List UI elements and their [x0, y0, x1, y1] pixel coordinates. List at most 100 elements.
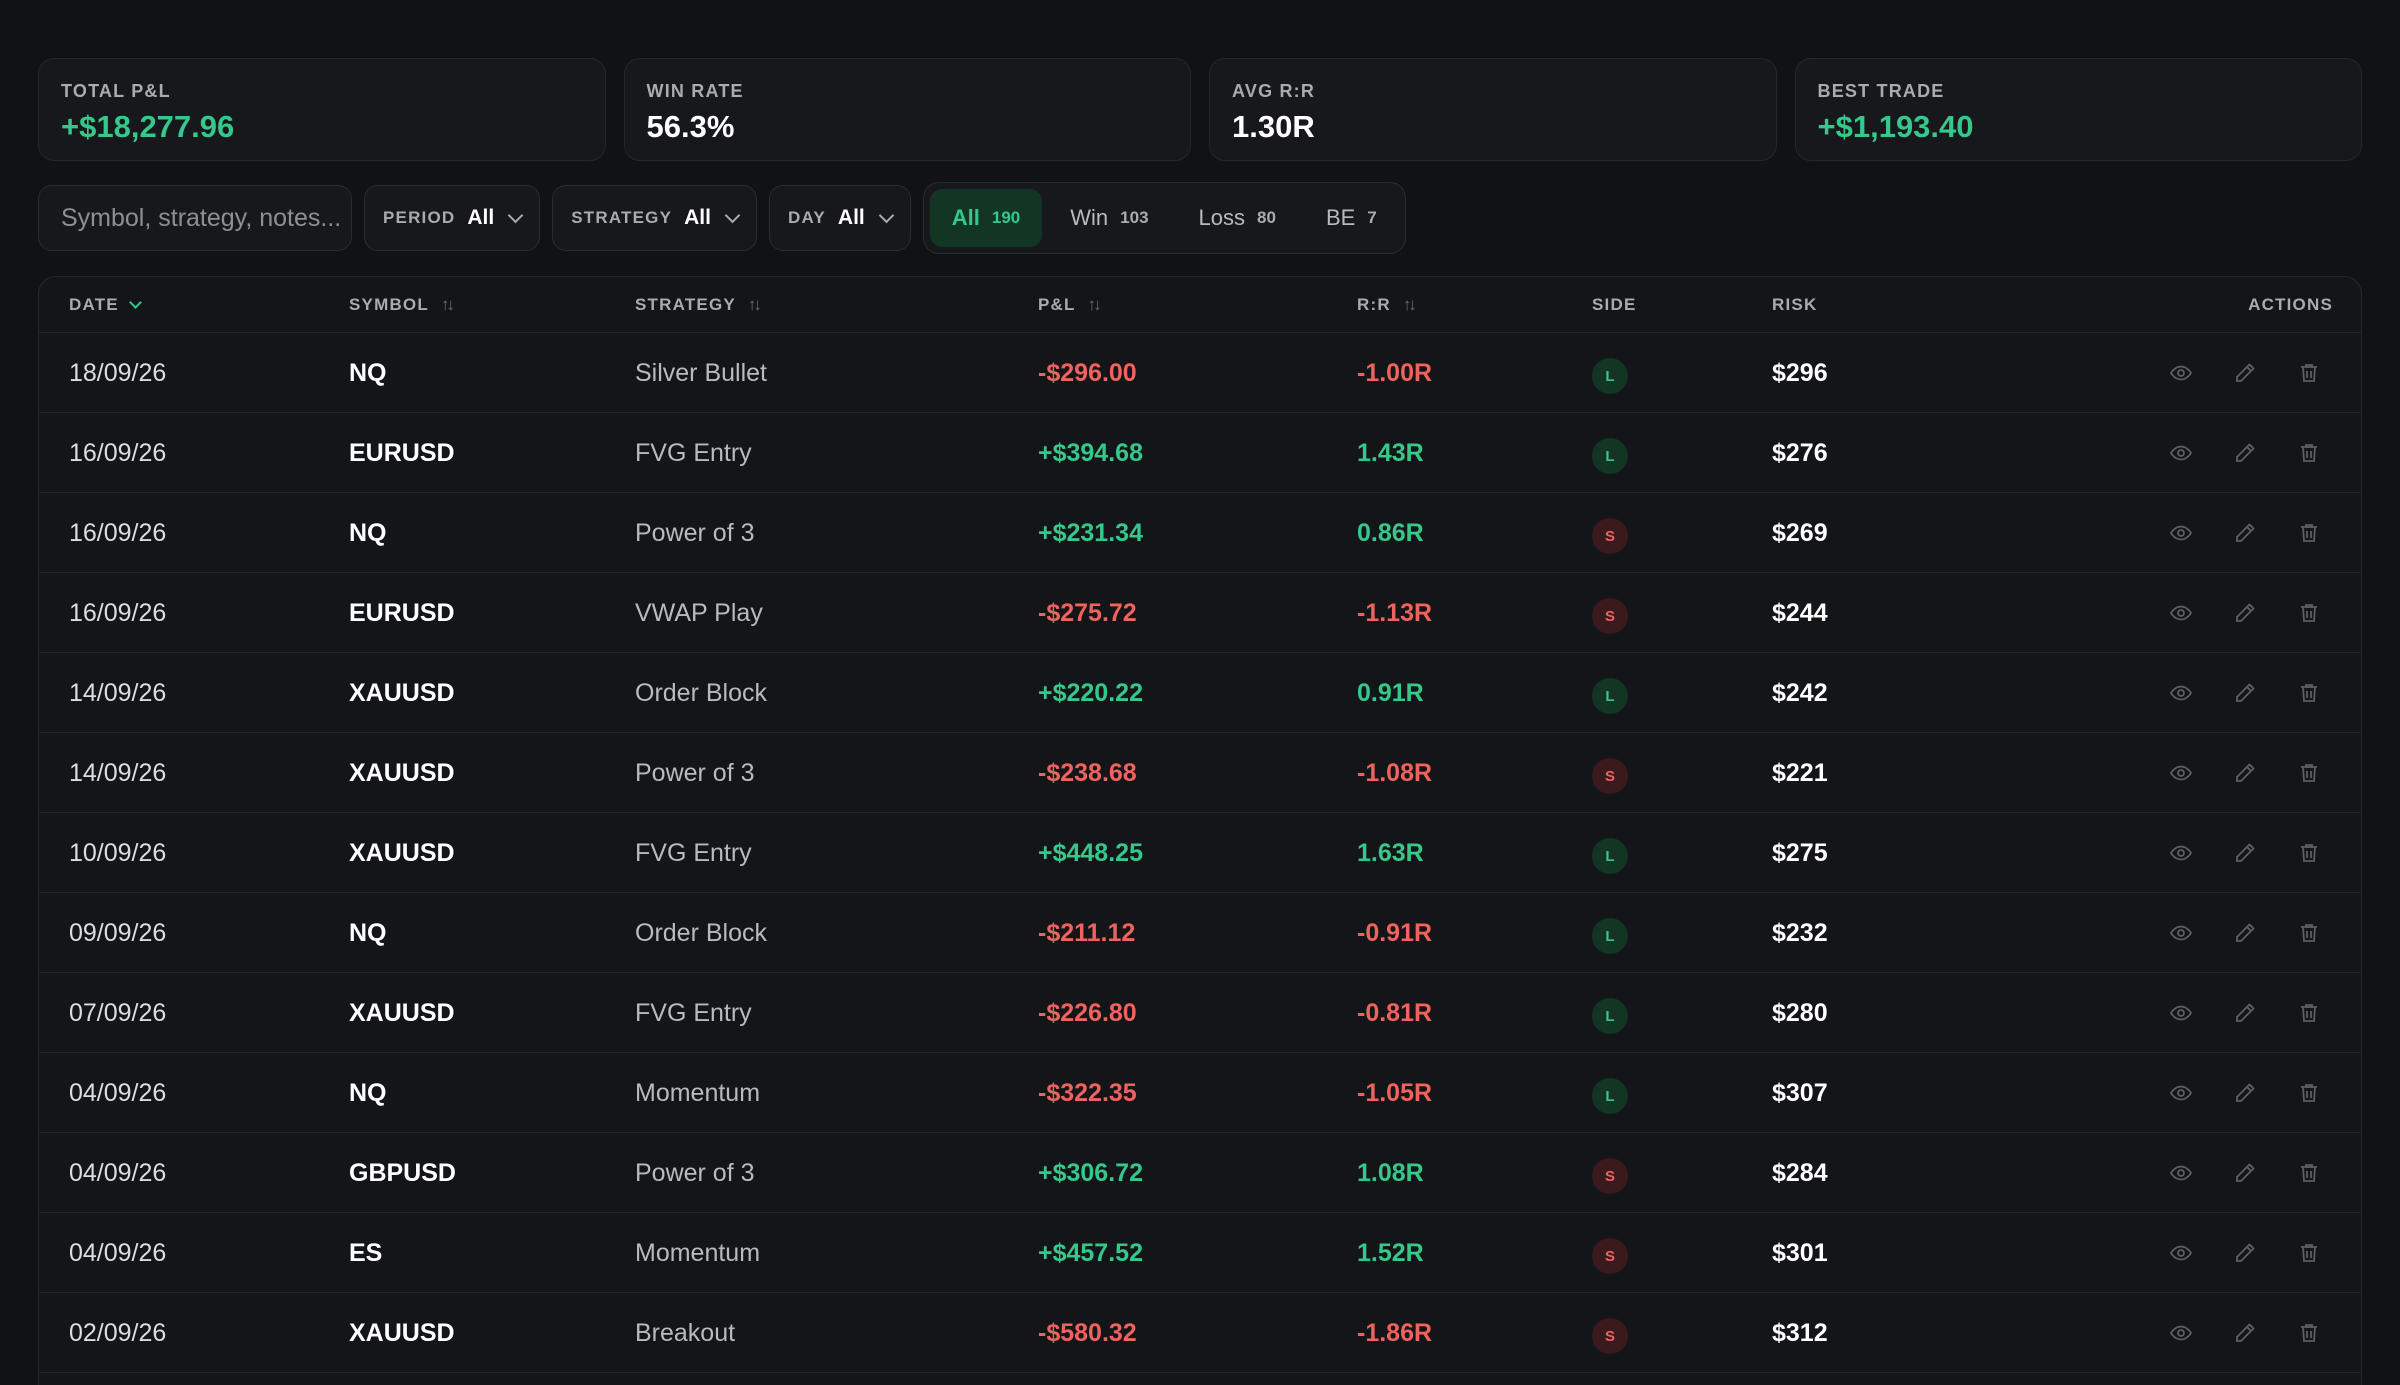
pencil-icon[interactable] — [2233, 521, 2257, 545]
pencil-icon[interactable] — [2233, 761, 2257, 785]
strategy-dropdown[interactable]: STRATEGY All — [552, 185, 757, 251]
pencil-icon[interactable] — [2233, 441, 2257, 465]
period-dropdown[interactable]: PERIOD All — [364, 185, 541, 251]
eye-icon[interactable] — [2169, 921, 2193, 945]
trash-icon[interactable] — [2297, 921, 2321, 945]
cell-date: 04/09/26 — [69, 1238, 167, 1267]
header-actions-label: ACTIONS — [2248, 294, 2333, 314]
eye-icon[interactable] — [2169, 521, 2193, 545]
pencil-icon[interactable] — [2233, 1321, 2257, 1345]
trash-icon[interactable] — [2297, 601, 2321, 625]
outcome-all-tab[interactable]: All 190 — [929, 189, 1043, 247]
cell-pnl: +$457.52 — [1038, 1238, 1143, 1267]
trash-icon[interactable] — [2297, 521, 2321, 545]
cell-pnl: -$322.35 — [1038, 1078, 1137, 1107]
cell-rr: -1.00R — [1357, 358, 1433, 387]
cell-symbol: GBPUSD — [349, 1158, 456, 1187]
chevron-down-icon — [724, 207, 741, 223]
cell-strategy: FVG Entry — [635, 998, 752, 1027]
table-row[interactable]: 04/09/26 GBPUSD Power of 3 +$306.72 1.08R S $2… — [39, 1133, 2361, 1213]
eye-icon[interactable] — [2169, 1241, 2193, 1265]
pencil-icon[interactable] — [2233, 361, 2257, 385]
header-risk: RISK — [1772, 295, 1817, 315]
pencil-icon[interactable] — [2233, 1161, 2257, 1185]
chevron-down-icon — [878, 207, 895, 223]
table-row[interactable]: 02/09/26 XAUUSD Breakout -$580.32 -1.86R S $31… — [39, 1293, 2361, 1373]
pencil-icon[interactable] — [2233, 1081, 2257, 1105]
table-row[interactable]: 16/09/26 NQ Power of 3 +$231.34 0.86R S $269 — [39, 493, 2361, 573]
cell-risk: $312 — [1772, 1318, 1828, 1347]
eye-icon[interactable] — [2169, 441, 2193, 465]
day-label: DAY — [787, 208, 826, 227]
trash-icon[interactable] — [2297, 1241, 2321, 1265]
table-row[interactable]: 16/09/26 EURUSD FVG Entry +$394.68 1.43R L $27… — [39, 413, 2361, 493]
filter-bar: Symbol, strategy, notes... PERIOD All ST… — [38, 182, 1406, 254]
cell-side: L — [1592, 973, 1628, 1053]
table-row[interactable]: 09/09/26 NQ Order Block -$211.12 -0.91R L $232 — [39, 893, 2361, 973]
trash-icon[interactable] — [2297, 361, 2321, 385]
eye-icon[interactable] — [2169, 681, 2193, 705]
table-row[interactable]: 10/09/26 XAUUSD FVG Entry +$448.25 1.63R L $27… — [39, 813, 2361, 893]
trash-icon[interactable] — [2297, 1321, 2321, 1345]
cell-actions — [2169, 333, 2321, 413]
cell-pnl: -$580.32 — [1038, 1318, 1137, 1347]
day-dropdown[interactable]: DAY All — [768, 185, 911, 251]
header-pnl[interactable]: P&L ↑↓ — [1038, 294, 1102, 315]
pencil-icon[interactable] — [2233, 681, 2257, 705]
side-badge: S — [1592, 1158, 1628, 1194]
pencil-icon[interactable] — [2233, 841, 2257, 865]
sort-icon: ↑↓ — [1087, 294, 1102, 314]
eye-icon[interactable] — [2169, 761, 2193, 785]
table-row[interactable]: 14/09/26 XAUUSD Order Block +$220.22 0.91R L $… — [39, 653, 2361, 733]
cell-actions — [2169, 413, 2321, 493]
pencil-icon[interactable] — [2233, 601, 2257, 625]
cell-pnl: -$275.72 — [1038, 598, 1137, 627]
side-badge: S — [1592, 1238, 1628, 1274]
outcome-label: All — [951, 205, 980, 230]
eye-icon[interactable] — [2169, 1321, 2193, 1345]
pencil-icon[interactable] — [2233, 1001, 2257, 1025]
header-date[interactable]: DATE — [69, 295, 142, 315]
trash-icon[interactable] — [2297, 841, 2321, 865]
cell-rr: 0.91R — [1357, 678, 1424, 707]
stat-card-best-trade: BEST TRADE +$1,193.40 — [1794, 58, 2362, 161]
trash-icon[interactable] — [2297, 1081, 2321, 1105]
header-symbol[interactable]: SYMBOL ↑↓ — [349, 295, 455, 315]
side-badge: L — [1592, 918, 1628, 954]
table-row[interactable]: 18/09/26 NQ Silver Bullet -$296.00 -1.00R L $2… — [39, 333, 2361, 413]
table-row[interactable]: 16/09/26 EURUSD VWAP Play -$275.72 -1.13R S $2… — [39, 573, 2361, 653]
eye-icon[interactable] — [2169, 1161, 2193, 1185]
cell-risk: $232 — [1772, 918, 1828, 947]
cell-rr: -1.13R — [1357, 598, 1433, 627]
cell-strategy: Silver Bullet — [635, 358, 767, 387]
trash-icon[interactable] — [2297, 761, 2321, 785]
table-row[interactable]: 14/09/26 XAUUSD Power of 3 -$238.68 -1.08R S $… — [39, 733, 2361, 813]
outcome-count: 7 — [1367, 208, 1377, 227]
trash-icon[interactable] — [2297, 681, 2321, 705]
header-rr[interactable]: R:R ↑↓ — [1357, 295, 1417, 315]
pencil-icon[interactable] — [2233, 1241, 2257, 1265]
eye-icon[interactable] — [2169, 361, 2193, 385]
table-row[interactable]: 07/09/26 XAUUSD FVG Entry -$226.80 -0.81R L $2… — [39, 973, 2361, 1053]
eye-icon[interactable] — [2169, 1081, 2193, 1105]
eye-icon[interactable] — [2169, 601, 2193, 625]
outcome-loss-tab[interactable]: Loss 80 — [1177, 189, 1298, 247]
trash-icon[interactable] — [2297, 1161, 2321, 1185]
eye-icon[interactable] — [2169, 1001, 2193, 1025]
pencil-icon[interactable] — [2233, 921, 2257, 945]
eye-icon[interactable] — [2169, 841, 2193, 865]
stat-label: BEST TRADE — [1817, 81, 1945, 101]
cell-rr: 1.63R — [1357, 838, 1424, 867]
cell-date: 10/09/26 — [69, 838, 167, 867]
search-input[interactable]: Symbol, strategy, notes... — [38, 185, 352, 251]
trash-icon[interactable] — [2297, 441, 2321, 465]
outcome-win-tab[interactable]: Win 103 — [1048, 189, 1170, 247]
table-row[interactable]: 04/09/26 NQ Momentum -$322.35 -1.05R L $307 — [39, 1053, 2361, 1133]
cell-rr: 1.43R — [1357, 438, 1424, 467]
trash-icon[interactable] — [2297, 1001, 2321, 1025]
outcome-be-tab[interactable]: BE 7 — [1304, 189, 1399, 247]
table-header: DATE SYMBOL ↑↓ STRATEGY ↑↓ P&L ↑↓ R:R ↑↓… — [39, 277, 2361, 333]
stat-card-total-pnl: TOTAL P&L +$18,277.96 — [38, 58, 606, 161]
table-row[interactable]: 04/09/26 ES Momentum +$457.52 1.52R S $301 — [39, 1213, 2361, 1293]
header-strategy[interactable]: STRATEGY ↑↓ — [635, 295, 762, 315]
